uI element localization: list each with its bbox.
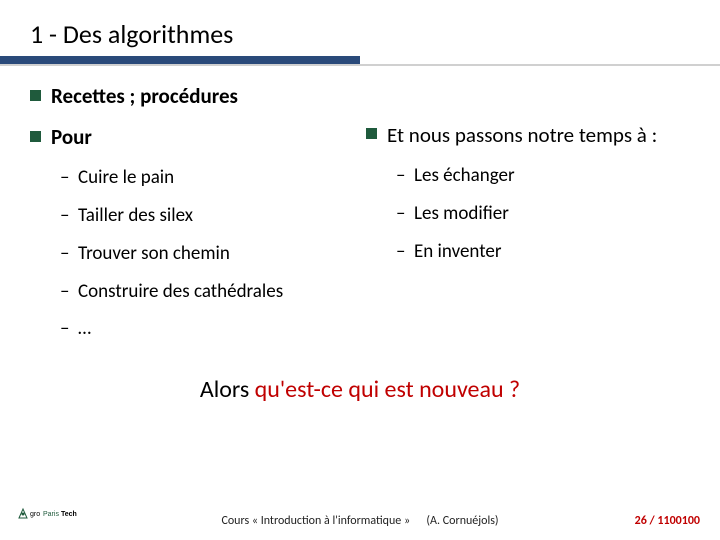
- dash-icon: –: [60, 317, 74, 340]
- dash-icon: –: [396, 202, 410, 225]
- sub-bullet: – Les échanger: [396, 164, 690, 188]
- closing-plain: Alors: [200, 375, 255, 404]
- sub-text: Les échanger: [414, 164, 515, 188]
- sub-text: …: [78, 317, 91, 341]
- closing-emph: qu'est-ce qui est nouveau ?: [255, 375, 521, 404]
- sub-bullet: – Construire des cathédrales: [60, 280, 354, 304]
- sub-bullet: – Tailler des silex: [60, 204, 354, 228]
- dash-icon: –: [60, 204, 74, 227]
- bullet-text: Pour: [51, 125, 92, 150]
- content-columns: Recettes ; procédures Pour – Cuire le pa…: [30, 56, 690, 355]
- sub-bullet: – En inventer: [396, 240, 690, 264]
- sub-text: Tailler des silex: [78, 204, 193, 228]
- dash-icon: –: [396, 164, 410, 187]
- square-bullet-icon: [30, 90, 41, 101]
- square-bullet-icon: [366, 128, 377, 139]
- rule-dark: [0, 56, 360, 64]
- sub-bullet: – …: [60, 317, 354, 341]
- sub-text: Cuire le pain: [78, 166, 174, 190]
- dash-icon: –: [60, 280, 74, 303]
- sub-text: Trouver son chemin: [78, 242, 230, 266]
- sub-text: En inventer: [414, 240, 501, 264]
- dash-icon: –: [396, 240, 410, 263]
- sub-bullet: – Les modifier: [396, 202, 690, 226]
- slide: 1 - Des algorithmes Recettes ; procédure…: [0, 0, 720, 540]
- bullet-recettes: Recettes ; procédures: [30, 84, 354, 109]
- page-number: 26 / 1100100: [635, 514, 700, 528]
- left-column: Recettes ; procédures Pour – Cuire le pa…: [30, 84, 362, 355]
- closing-line: Alors qu'est-ce qui est nouveau ?: [30, 375, 690, 404]
- bullet-temps: Et nous passons notre temps à :: [366, 122, 690, 148]
- sub-bullet: – Cuire le pain: [60, 166, 354, 190]
- bullet-text: Recettes ; procédures: [51, 84, 238, 109]
- footer-center: Cours « Introduction à l'informatique » …: [0, 514, 720, 528]
- dash-icon: –: [60, 242, 74, 265]
- sub-text: Les modifier: [414, 202, 509, 226]
- bullet-text: Et nous passons notre temps à :: [387, 122, 657, 148]
- dash-icon: –: [60, 166, 74, 189]
- footer-author: (A. Cornuéjols): [426, 514, 498, 528]
- rule-light: [0, 64, 720, 66]
- footer: gro Paris Tech Cours « Introduction à l'…: [0, 510, 720, 530]
- square-bullet-icon: [30, 131, 41, 142]
- bullet-pour: Pour: [30, 125, 354, 150]
- slide-title: 1 - Des algorithmes: [30, 18, 690, 50]
- sub-text: Construire des cathédrales: [78, 280, 283, 304]
- footer-course: Cours « Introduction à l'informatique »: [221, 514, 410, 528]
- sub-bullet: – Trouver son chemin: [60, 242, 354, 266]
- right-column: Et nous passons notre temps à : – Les éc…: [362, 84, 690, 355]
